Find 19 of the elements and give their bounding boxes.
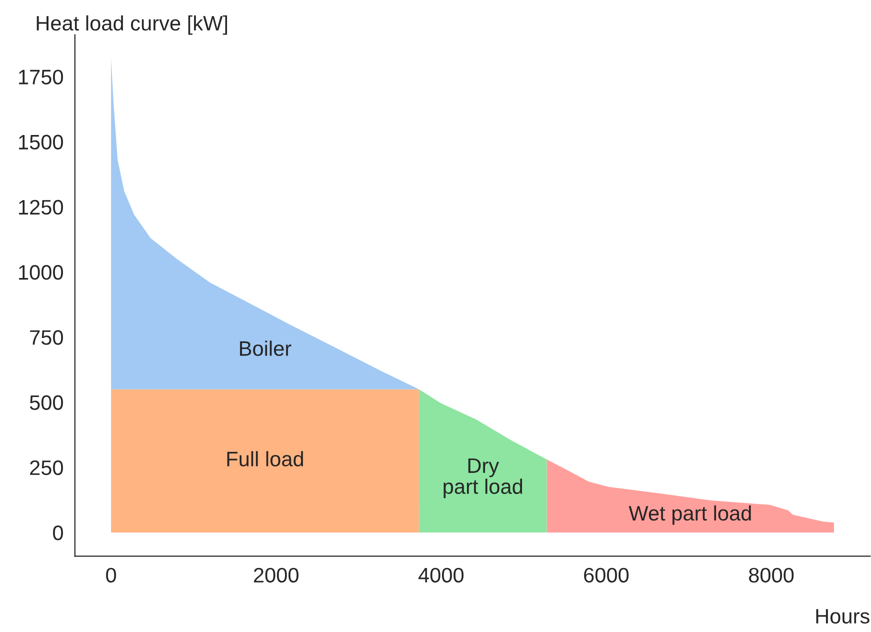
y-axis-title: Heat load curve [kW]: [36, 15, 228, 35]
y-tick-label: 0: [53, 525, 63, 540]
x-tick-label: 6000: [584, 568, 629, 583]
y-tick-label: 250: [30, 460, 63, 476]
series-label: Boiler: [240, 340, 292, 356]
y-tick-label: 1250: [19, 200, 63, 215]
series-label: Dry part load: [444, 458, 522, 498]
y-tick-label: 1500: [19, 134, 63, 150]
y-tick-label: 1000: [19, 265, 63, 280]
x-tick-label: 2000: [254, 568, 298, 583]
series-label: Wet part load: [628, 505, 751, 525]
y-tick-label: 750: [30, 330, 63, 345]
x-tick-label: 8000: [748, 568, 794, 583]
y-tick-label: 1750: [19, 70, 63, 84]
x-axis-title: Hours: [816, 609, 870, 624]
x-tick-label: 4000: [418, 568, 464, 583]
y-tick-label: 500: [30, 395, 63, 410]
x-tick-label: 0: [106, 568, 116, 583]
series-label: Full load: [227, 451, 303, 466]
